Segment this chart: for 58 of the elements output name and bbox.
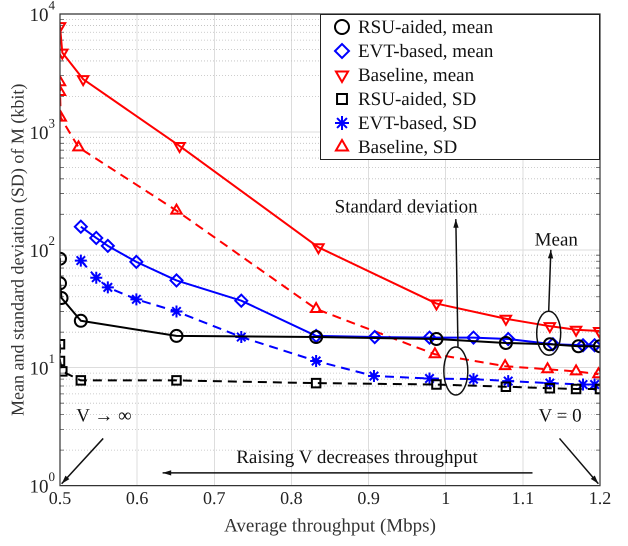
point	[310, 378, 322, 388]
annotation: V → ∞	[76, 405, 132, 426]
x-tick-label: 0.9	[357, 488, 380, 508]
point	[500, 381, 512, 392]
point	[431, 379, 442, 390]
annotation: Mean	[534, 229, 578, 250]
point	[366, 369, 381, 384]
point	[89, 230, 104, 245]
point	[571, 339, 586, 354]
point	[169, 328, 184, 343]
point	[100, 238, 115, 253]
point	[169, 273, 184, 288]
point	[129, 254, 144, 269]
point	[498, 336, 513, 350]
legend-label: Baseline, mean	[358, 64, 475, 86]
point	[501, 332, 516, 346]
point	[429, 332, 444, 346]
annotation: Standard deviation	[334, 196, 478, 218]
x-tick-label: 1	[441, 488, 450, 508]
point	[368, 330, 382, 344]
point	[76, 375, 86, 386]
legend-label: Baseline, SD	[358, 136, 458, 158]
point	[169, 304, 184, 318]
point	[542, 337, 557, 352]
legend-label: EVT-based, SD	[358, 112, 477, 134]
point	[234, 294, 248, 308]
legend-label: EVT-based, mean	[358, 40, 494, 62]
point	[171, 375, 182, 386]
point	[576, 378, 590, 392]
x-tick-label: 1.2	[588, 488, 612, 508]
point	[422, 330, 437, 345]
point	[89, 270, 104, 285]
point	[570, 384, 582, 394]
x-tick-label: 0.6	[126, 488, 148, 508]
point	[466, 372, 480, 386]
point	[234, 330, 248, 344]
y-axis-title: Mean and standard deviation (SD) of M (kbit)	[8, 84, 28, 416]
point	[74, 254, 88, 268]
annotation: V = 0	[538, 405, 582, 426]
annotation: Raising V decreases throughput	[236, 447, 478, 468]
point	[422, 371, 437, 386]
point	[576, 338, 590, 352]
x-tick-label: 1.1	[512, 488, 534, 508]
point	[74, 314, 88, 328]
point	[100, 280, 115, 294]
point	[129, 292, 144, 306]
legend-label: RSU-aided, mean	[358, 16, 494, 38]
point	[501, 374, 516, 388]
x-tick-label: 0.8	[280, 488, 303, 508]
point	[546, 337, 560, 352]
point	[542, 376, 557, 390]
x-tick-label: 0.7	[203, 488, 226, 508]
legend-label: RSU-aided, SD	[358, 88, 476, 110]
point	[544, 382, 556, 394]
point	[309, 354, 324, 368]
point	[466, 330, 480, 345]
x-axis-title: Average throughput (Mbps)	[224, 516, 436, 537]
point	[74, 220, 88, 234]
